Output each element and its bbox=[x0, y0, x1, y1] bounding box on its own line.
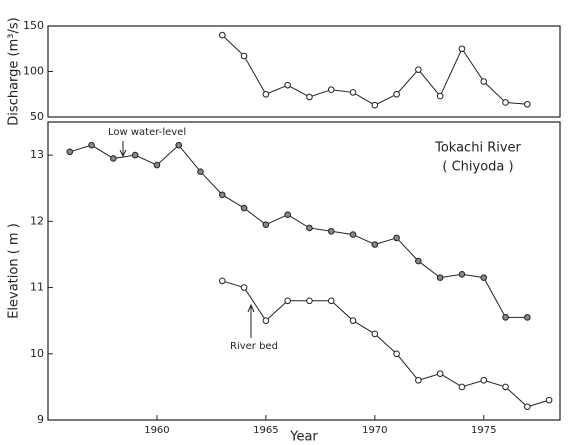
point bbox=[218, 31, 226, 39]
point bbox=[415, 257, 422, 265]
point bbox=[66, 148, 74, 156]
point bbox=[262, 90, 270, 98]
point bbox=[502, 99, 509, 106]
y-tick-label: 150 bbox=[23, 19, 44, 32]
point bbox=[218, 191, 226, 199]
bottom-frame bbox=[47, 121, 561, 421]
point bbox=[306, 93, 313, 101]
series-label: Low water-level bbox=[108, 127, 186, 138]
point bbox=[327, 227, 335, 235]
point bbox=[545, 396, 553, 404]
y-axis-label: Discharge (m³/s) bbox=[7, 17, 22, 125]
point bbox=[393, 350, 400, 358]
x-axis-label: Year bbox=[289, 430, 318, 445]
point bbox=[240, 204, 248, 212]
point bbox=[349, 317, 357, 324]
arrow-head bbox=[247, 303, 255, 313]
point bbox=[458, 383, 466, 391]
point bbox=[371, 330, 379, 338]
point bbox=[110, 155, 117, 162]
point bbox=[393, 234, 400, 242]
point bbox=[240, 52, 248, 60]
point bbox=[284, 297, 291, 305]
y-tick-label: 9 bbox=[37, 413, 44, 426]
point bbox=[218, 277, 226, 285]
series-label: River bed bbox=[230, 341, 278, 352]
top-frame bbox=[47, 25, 561, 118]
point bbox=[480, 376, 488, 384]
point bbox=[436, 274, 444, 281]
point bbox=[327, 86, 335, 93]
point bbox=[349, 231, 357, 238]
point bbox=[415, 66, 422, 73]
point bbox=[371, 101, 379, 109]
point bbox=[327, 297, 335, 305]
y-tick-label: 13 bbox=[30, 148, 44, 161]
annotation: ( Chiyoda ) bbox=[442, 160, 513, 175]
point bbox=[458, 45, 466, 53]
point bbox=[480, 274, 488, 281]
point bbox=[436, 370, 444, 377]
point bbox=[415, 376, 422, 384]
y-tick-label: 12 bbox=[30, 214, 44, 227]
point bbox=[284, 211, 291, 219]
series-line bbox=[222, 280, 550, 408]
point bbox=[502, 314, 509, 321]
point bbox=[458, 271, 466, 278]
point bbox=[349, 89, 357, 96]
point bbox=[262, 221, 270, 228]
point bbox=[524, 403, 531, 411]
point bbox=[306, 297, 313, 305]
point bbox=[393, 90, 400, 98]
series-line bbox=[69, 144, 528, 318]
point bbox=[524, 314, 531, 321]
point bbox=[436, 92, 444, 100]
x-tick-label: 1960 bbox=[144, 425, 169, 436]
arrow-head bbox=[119, 149, 127, 158]
y-tick-label: 11 bbox=[30, 281, 44, 294]
x-tick-label: 1975 bbox=[471, 425, 496, 436]
point bbox=[502, 383, 509, 391]
point bbox=[153, 161, 161, 169]
point bbox=[131, 151, 139, 159]
point bbox=[88, 141, 95, 149]
point bbox=[306, 224, 313, 232]
y-axis-label: Elevation ( m ) bbox=[7, 223, 22, 319]
point bbox=[240, 284, 248, 291]
point bbox=[284, 81, 291, 89]
x-tick-label: 1965 bbox=[253, 425, 278, 436]
point bbox=[175, 141, 183, 149]
x-tick-label: 1970 bbox=[362, 425, 387, 436]
y-tick-label: 10 bbox=[30, 347, 44, 360]
point bbox=[197, 168, 204, 175]
point bbox=[524, 100, 531, 108]
y-tick-label: 100 bbox=[23, 65, 44, 78]
point bbox=[371, 241, 379, 248]
annotation: Tokachi River bbox=[434, 141, 521, 156]
point bbox=[480, 78, 488, 85]
point bbox=[262, 317, 270, 324]
y-tick-label: 50 bbox=[30, 110, 44, 123]
